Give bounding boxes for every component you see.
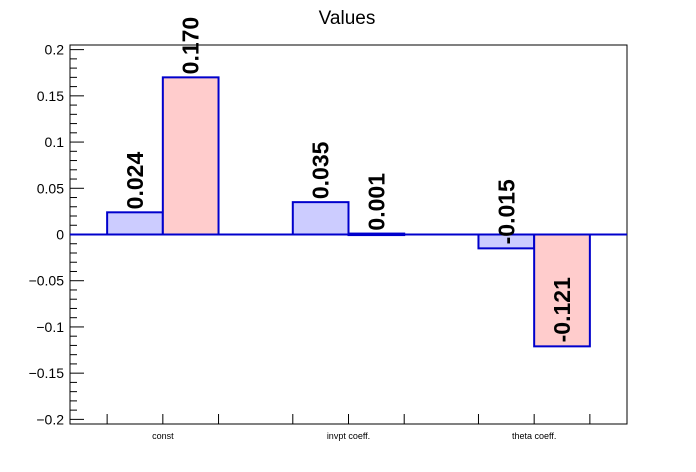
data-label: -0.121 <box>549 277 575 342</box>
y-tick-label: −0.05 <box>29 273 65 289</box>
data-label: 0.170 <box>178 17 204 75</box>
category-label: const <box>152 431 174 441</box>
data-label: -0.015 <box>493 179 519 244</box>
bar <box>533 233 591 348</box>
y-tick-label: −0.15 <box>29 365 65 381</box>
plot-area: 0.2 0.15 0.1 0.05 0 −0.05 −0.1 −0.15 −0.2 const in… <box>29 17 628 441</box>
bar <box>106 211 164 236</box>
y-tick-label: 0.1 <box>45 134 65 150</box>
category-label: invpt coeff. <box>327 431 370 441</box>
y-tick-label: −0.1 <box>36 319 64 335</box>
y-tick-label: 0.2 <box>45 42 65 58</box>
data-label: 0.035 <box>308 141 334 199</box>
data-label: 0.001 <box>363 173 389 231</box>
category-label: theta coeff. <box>512 431 556 441</box>
bar <box>291 201 350 236</box>
y-tick-label: 0.15 <box>37 88 64 104</box>
bar <box>161 76 220 236</box>
y-tick-label: 0.05 <box>37 180 64 196</box>
y-tick-label: −0.2 <box>36 411 64 427</box>
chart-title: Values <box>319 8 376 29</box>
y-tick-label: 0 <box>56 227 64 243</box>
data-label: 0.024 <box>122 152 148 210</box>
